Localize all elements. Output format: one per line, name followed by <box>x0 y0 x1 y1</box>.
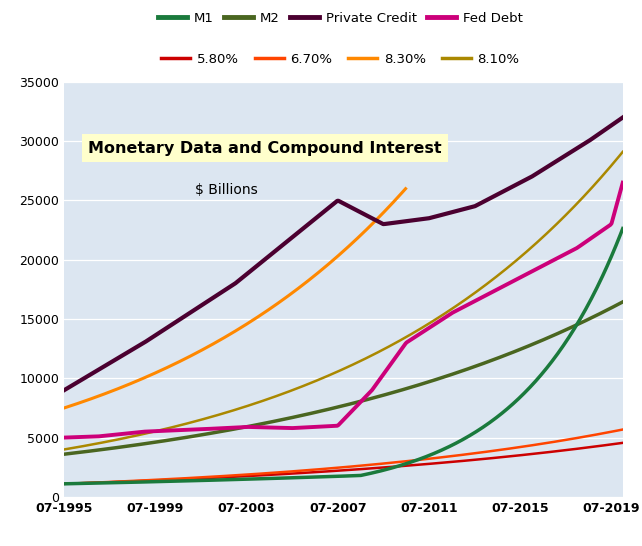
Legend: M1, M2, Private Credit, Fed Debt: M1, M2, Private Credit, Fed Debt <box>153 7 528 30</box>
Text: $ Billions: $ Billions <box>195 183 257 197</box>
Text: Monetary Data and Compound Interest: Monetary Data and Compound Interest <box>89 141 442 156</box>
Legend: 5.80%, 6.70%, 8.30%, 8.10%: 5.80%, 6.70%, 8.30%, 8.10% <box>156 48 525 71</box>
